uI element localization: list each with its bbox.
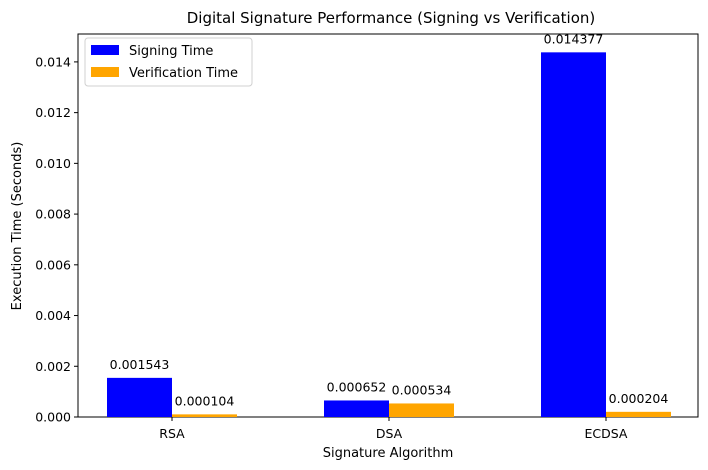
y-axis-title: Execution Time (Seconds) (10, 142, 25, 311)
bar-value-labels: 0.001543 0.000652 0.014377 0.000104 0.000534… (110, 31, 669, 408)
legend-swatch (91, 45, 119, 55)
bar (389, 403, 454, 417)
bar (107, 377, 172, 417)
bar-value-label: 0.000534 (392, 382, 452, 397)
legend-swatch (91, 67, 119, 77)
y-tick-label: 0.000 (35, 410, 71, 425)
x-axis: RSA DSA ECDSA (159, 417, 628, 441)
legend-label: Signing Time (129, 44, 213, 59)
y-tick-label: 0.008 (35, 207, 71, 222)
y-tick-label: 0.014 (35, 54, 71, 69)
bars (107, 52, 671, 417)
y-tick-label: 0.006 (35, 257, 71, 272)
bar (606, 411, 671, 417)
legend: Signing Time Verification Time (84, 37, 253, 87)
y-tick-label: 0.002 (35, 359, 71, 374)
bar (172, 414, 237, 417)
x-tick-label: DSA (376, 426, 403, 441)
chart-title: Digital Signature Performance (Signing v… (187, 9, 596, 27)
bar (324, 400, 389, 417)
y-tick-label: 0.004 (35, 308, 71, 323)
x-tick-label: ECDSA (585, 426, 628, 441)
legend-label: Verification Time (129, 66, 238, 81)
x-axis-title: Signature Algorithm (323, 446, 454, 461)
bar-value-label: 0.000204 (609, 391, 669, 406)
y-tick-label: 0.010 (35, 156, 71, 171)
bar-value-label: 0.014377 (544, 31, 604, 46)
x-tick-label: RSA (159, 426, 185, 441)
bar-value-label: 0.001543 (110, 357, 170, 372)
y-tick-label: 0.012 (35, 105, 71, 120)
y-axis: 0.000 0.002 0.004 0.006 0.008 0.010 0.012 0.014 (35, 54, 78, 425)
legend-box (84, 37, 253, 87)
bar-value-label: 0.000104 (175, 393, 235, 408)
bar-value-label: 0.000652 (327, 379, 387, 394)
bar (541, 52, 606, 417)
